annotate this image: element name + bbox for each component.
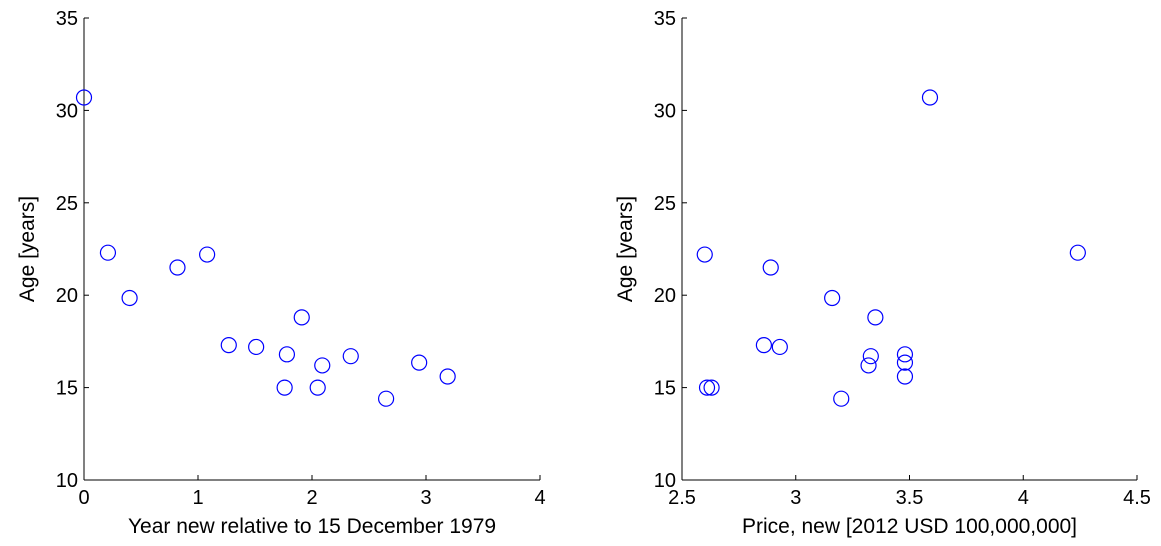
data-point bbox=[439, 368, 456, 385]
data-point bbox=[309, 379, 326, 396]
data-point bbox=[278, 346, 296, 363]
data-point bbox=[220, 336, 237, 354]
data-point bbox=[896, 368, 914, 385]
y-tick-label: 10 bbox=[56, 470, 78, 492]
data-point bbox=[378, 390, 395, 407]
data-point bbox=[921, 89, 939, 106]
y-tick-label: 25 bbox=[654, 193, 676, 215]
data-point bbox=[896, 354, 914, 371]
data-point bbox=[771, 338, 788, 356]
data-point bbox=[862, 348, 879, 365]
x-tick-label: 2.5 bbox=[668, 487, 696, 509]
data-point bbox=[755, 336, 773, 354]
y-tick-label: 25 bbox=[56, 193, 78, 215]
data-point bbox=[293, 309, 310, 326]
y-tick-label: 20 bbox=[56, 285, 78, 307]
data-point bbox=[411, 354, 428, 371]
y-tick-label: 15 bbox=[56, 378, 78, 400]
x-tick-label: 4 bbox=[534, 487, 545, 509]
x-tick-label: 3 bbox=[420, 487, 431, 509]
data-point bbox=[1069, 244, 1086, 261]
x-tick-label: 4.5 bbox=[1123, 487, 1151, 509]
y-axis-label: Age [years] bbox=[16, 196, 39, 302]
y-tick-label: 30 bbox=[56, 100, 78, 122]
x-tick-label: 3.5 bbox=[896, 487, 924, 509]
data-point bbox=[99, 244, 117, 261]
y-tick-label: 35 bbox=[654, 8, 676, 30]
x-tick-label: 3 bbox=[790, 487, 801, 509]
data-point bbox=[703, 379, 720, 396]
data-point bbox=[860, 357, 877, 374]
x-tick-label: 1 bbox=[192, 487, 203, 509]
y-tick-label: 10 bbox=[654, 470, 676, 492]
data-point bbox=[199, 246, 216, 263]
data-point bbox=[314, 357, 331, 374]
data-point bbox=[762, 259, 779, 276]
data-point bbox=[867, 309, 884, 326]
data-point bbox=[276, 379, 293, 396]
data-point bbox=[696, 246, 713, 263]
y-axis-label: Age [years] bbox=[614, 196, 637, 302]
data-point bbox=[698, 379, 716, 396]
data-point bbox=[248, 338, 265, 356]
x-axis-label: Year new relative to 15 December 1979 bbox=[128, 515, 496, 538]
x-tick-label: 2 bbox=[306, 487, 317, 509]
data-point bbox=[121, 289, 138, 307]
y-tick-label: 30 bbox=[654, 100, 676, 122]
data-point bbox=[169, 259, 186, 276]
data-point bbox=[896, 346, 914, 363]
data-point bbox=[824, 289, 841, 307]
x-tick-label: 4 bbox=[1018, 487, 1029, 509]
y-tick-label: 35 bbox=[56, 8, 78, 30]
chart-panel-1: 0 1 2 3 4 10 15 20 25 30 35 Year new relative to 15… bbox=[16, 8, 546, 538]
data-point bbox=[833, 390, 850, 407]
data-point bbox=[75, 89, 93, 106]
y-tick-label: 15 bbox=[654, 378, 676, 400]
chart-panel-2: 2.5 3 3.5 4 4.5 10 15 20 25 30 35 Price, new [2012 … bbox=[614, 8, 1151, 538]
data-point bbox=[342, 348, 359, 365]
x-axis-label: Price, new [2012 USD 100,000,000] bbox=[742, 515, 1077, 538]
x-tick-label: 0 bbox=[78, 487, 89, 509]
y-tick-label: 20 bbox=[654, 285, 676, 307]
